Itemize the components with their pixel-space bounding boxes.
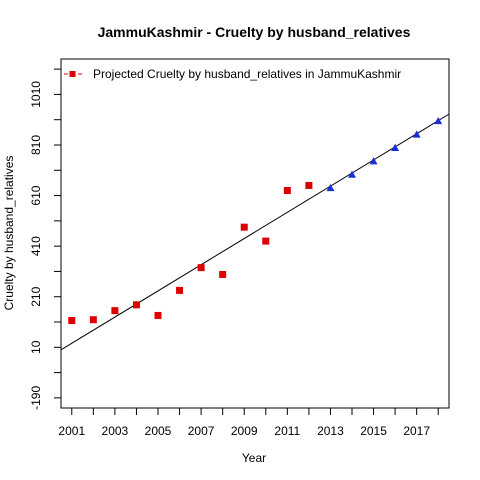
x-tick-label: 2011 bbox=[274, 424, 300, 438]
y-tick-label: 810 bbox=[29, 135, 43, 155]
data-point-square bbox=[240, 223, 248, 231]
trend-line bbox=[60, 113, 450, 351]
data-point-square bbox=[262, 237, 270, 245]
data-points-layer bbox=[68, 116, 443, 324]
y-tick-label: 610 bbox=[29, 185, 43, 205]
x-tick-label: 2003 bbox=[102, 424, 129, 438]
y-axis: -190 10 210 410 610 810 1010 bbox=[29, 68, 61, 410]
plot-frame bbox=[60, 58, 450, 409]
x-axis: 2001 2003 2005 2007 2009 2011 2013 2015 2017 bbox=[58, 408, 439, 438]
y-tick-label: -190 bbox=[29, 386, 43, 410]
data-point-square bbox=[154, 311, 162, 319]
x-tick-label: 2009 bbox=[231, 424, 258, 438]
x-tick-label: 2013 bbox=[317, 424, 344, 438]
data-point-square bbox=[305, 181, 313, 189]
legend-marker bbox=[69, 71, 76, 77]
data-point-triangle bbox=[326, 183, 335, 192]
data-point-triangle bbox=[434, 116, 443, 125]
y-axis-label: Cruelty by husband_relatives bbox=[2, 156, 16, 311]
y-tick-label: 410 bbox=[29, 236, 43, 256]
legend: Projected Cruelty by husband_relatives i… bbox=[64, 67, 401, 81]
x-tick-label: 2017 bbox=[403, 424, 430, 438]
trend-line-layer bbox=[60, 113, 450, 351]
data-point-triangle bbox=[412, 130, 421, 138]
x-tick-label: 2001 bbox=[58, 424, 85, 438]
x-tick-label: 2005 bbox=[145, 424, 172, 438]
x-tick-label: 2007 bbox=[188, 424, 215, 438]
legend-label: Projected Cruelty by husband_relatives i… bbox=[93, 67, 401, 81]
y-tick-label: 1010 bbox=[29, 81, 43, 108]
chart-title: JammuKashmir - Cruelty by husband_relati… bbox=[98, 24, 411, 40]
data-point-square bbox=[111, 307, 119, 315]
data-point-triangle bbox=[391, 143, 400, 151]
data-point-square bbox=[89, 316, 97, 324]
x-tick-label: 2015 bbox=[360, 424, 387, 438]
y-tick-label: 10 bbox=[29, 340, 43, 354]
y-tick-label: 210 bbox=[29, 286, 43, 306]
data-point-square bbox=[68, 316, 76, 324]
data-point-square bbox=[219, 270, 227, 278]
data-point-square bbox=[283, 187, 291, 195]
data-point-triangle bbox=[369, 157, 378, 165]
x-axis-label: Year bbox=[242, 451, 266, 465]
data-point-square bbox=[197, 264, 205, 272]
data-point-square bbox=[176, 286, 184, 294]
data-point-triangle bbox=[348, 170, 356, 178]
data-point-square bbox=[132, 301, 140, 309]
